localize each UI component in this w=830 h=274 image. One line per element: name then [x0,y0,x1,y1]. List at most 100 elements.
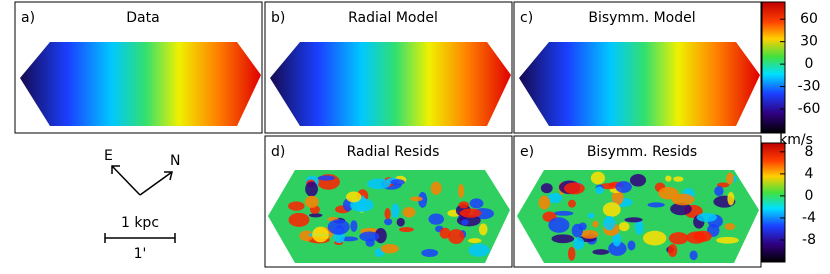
residual-blob [327,219,350,235]
residual-blob [689,250,698,261]
residual-blob [573,237,585,250]
panel-title: Bisymm. Model [588,10,695,26]
colorbar-tick-label: 30 [800,34,818,50]
scale-angle: 1' [134,246,147,262]
velocity-map [519,42,760,126]
residual-blob [391,203,400,219]
residual-blob [366,178,391,190]
colorbar-tick-label: -8 [802,232,816,248]
residual-blob [670,202,692,216]
residual-blob [469,198,484,209]
residual-blob [439,227,451,239]
panel-tag: c) [520,10,533,26]
residual-blob [359,231,380,242]
residual-blob [384,208,391,220]
panel-tag: a) [21,10,35,26]
residual-blob [580,229,599,239]
residual-blob [390,179,405,186]
residual-blob [612,232,622,247]
residual-blob [724,223,736,231]
residual-blob [608,241,627,256]
residual-blob [384,218,393,226]
panel-title: Data [126,10,159,26]
residual-blob [578,222,587,231]
residual-blob [590,171,605,185]
scale-bar [104,233,176,243]
residual-blob [468,243,490,257]
residual-blob [667,243,678,258]
panel-title: Radial Model [348,10,438,26]
residual-blob [305,181,318,197]
residual-blob [716,236,739,244]
north-label: N [170,153,180,169]
colorbar-tick-label: -60 [798,101,821,117]
residual-blob [399,226,414,233]
residual-blob [587,212,595,219]
compass [111,165,173,196]
residual-blob [658,186,679,200]
velocity-map [270,42,511,126]
residual-blob [345,191,362,203]
residual-blob [551,234,575,244]
residual-blob [288,212,310,227]
residual-blob [468,238,482,244]
residual-blob [592,220,599,228]
panel-title: Radial Resids [347,144,440,160]
residual-blob [553,210,574,216]
residual-blob [380,243,399,254]
colorbar-tick-label: -30 [798,79,821,95]
residual-blob [308,213,323,218]
residual-blob [669,232,689,245]
colorbar-tick-label: 0 [805,188,814,204]
colorbar-tick-label: 60 [800,11,818,27]
residual-blob [418,191,428,208]
residual-blob [624,217,643,223]
velocity-map [20,42,261,126]
residual-blob [448,229,465,245]
panel-tag: e) [520,144,534,160]
residual-blob [299,230,314,242]
residual-blob [595,186,604,194]
residual-blob [603,216,616,231]
residual-blob [317,175,335,181]
colorbar-unit: km/s [779,132,813,148]
panel-tag: d) [271,144,285,160]
residual-blob [686,231,707,244]
colorbar-tick-label: 8 [805,144,814,160]
residual-blob [458,201,470,209]
residual-blob [459,208,482,218]
residual-blob [304,195,319,208]
residual-blob [643,230,667,246]
residual-blob [592,249,610,255]
residual-blob [696,212,717,222]
residual-blob [548,217,570,233]
panel-tag: b) [271,10,285,26]
panel-title: Bisymm. Resids [587,144,697,160]
colorbar-tick-label: 4 [805,166,814,182]
residual-blob [727,191,735,206]
residual-blob [602,202,621,217]
residual-blob [567,246,576,261]
residual-blob [540,183,553,194]
residual-blob [538,195,551,210]
residual-blob [629,174,647,187]
colorbar [761,142,786,263]
residual-blob [350,220,358,232]
residual-blob [430,181,442,195]
residual-blob [615,181,632,193]
residual-blob [564,182,585,195]
residual-blob [547,192,563,204]
residual-blob [647,202,665,208]
residual-blob [714,186,724,197]
residual-blob [312,226,329,243]
residual-blob [599,183,618,190]
residual-blob [288,201,305,211]
colorbar [761,1,786,134]
residual-blob [726,172,734,185]
residual-blob [402,207,416,218]
residual-blob [458,183,465,199]
residual-blob [421,249,439,258]
residual-blob [618,221,630,232]
colorbar-tick-label: -4 [802,210,816,226]
